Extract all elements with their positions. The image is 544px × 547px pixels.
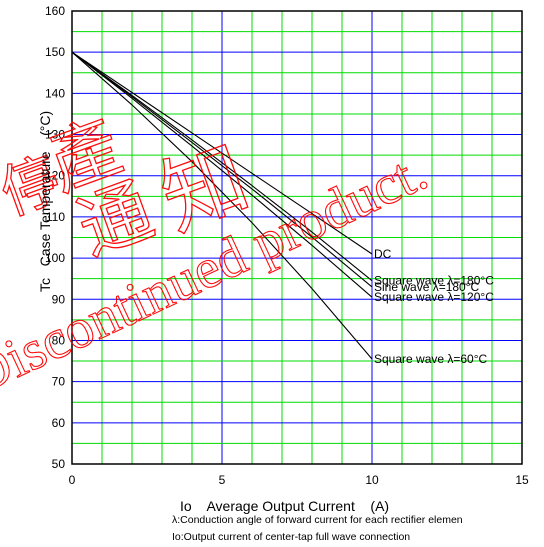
y-tick-label: 60 [52, 416, 66, 430]
grid [71, 10, 523, 465]
y-tick-label: 120 [45, 169, 65, 183]
y-tick-label: 70 [52, 375, 66, 389]
y-tick-label: 110 [46, 210, 65, 224]
x-tick-label: 15 [515, 473, 529, 487]
y-tick-label: 150 [45, 45, 65, 59]
y-tick-label: 90 [52, 292, 66, 306]
y-tick-label: 80 [52, 333, 66, 347]
x-tick-label: 5 [219, 473, 226, 487]
series-line-3 [71, 51, 373, 288]
y-tick-label: 130 [45, 128, 65, 142]
series-label-5: Square wave λ=60°C [374, 352, 488, 366]
series-line-5 [71, 51, 373, 360]
y-tick-label: 100 [45, 251, 65, 265]
y-tick-label: 50 [52, 457, 66, 471]
x-axis-label: Io Average Output Current (A) [180, 498, 389, 514]
note-conduction-angle: λ:Conduction angle of forward current fo… [172, 514, 463, 526]
curves [71, 51, 373, 360]
y-tick-label: 160 [45, 4, 65, 18]
series-label-2: Square wave λ=180°C [374, 274, 494, 288]
x-tick-labels: 0 5 10 15 [69, 473, 529, 487]
y-tick-labels: 50 60 70 80 90 100 110 120 130 140 150 160 [45, 4, 65, 471]
x-tick-label: 0 [69, 473, 76, 487]
y-axis-label: Tc Case Temperature (°C) [37, 111, 53, 292]
series-line-1 [71, 51, 373, 255]
series-label-4: Square wave λ=120°C [374, 290, 494, 304]
series-line-2 [71, 51, 373, 282]
series-label-1: DC [374, 247, 392, 261]
note-output-current: Io:Output current of center-tap full wav… [172, 531, 410, 543]
plot-frame [71, 10, 523, 465]
x-tick-label: 10 [365, 473, 379, 487]
series-line-4 [71, 51, 373, 298]
series-label-3: Sine wave λ=180°C [374, 280, 480, 294]
y-tick-label: 140 [45, 86, 65, 100]
